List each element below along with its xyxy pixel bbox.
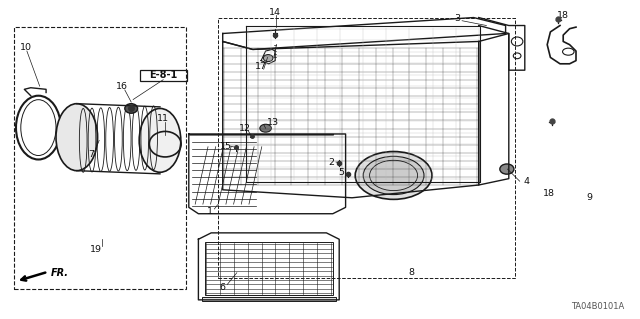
Text: 15: 15 (220, 142, 232, 151)
Text: 3: 3 (454, 14, 461, 23)
Text: 12: 12 (239, 124, 250, 133)
Ellipse shape (364, 156, 424, 195)
Ellipse shape (263, 55, 273, 62)
Text: 14: 14 (269, 8, 281, 17)
Text: 19: 19 (90, 245, 102, 254)
Text: 1: 1 (207, 207, 213, 216)
Bar (218, 18, 515, 278)
Ellipse shape (140, 108, 181, 172)
Ellipse shape (355, 152, 432, 199)
Text: 4: 4 (524, 177, 529, 186)
Text: 16: 16 (116, 82, 127, 91)
Text: 8: 8 (408, 268, 414, 277)
Text: 2: 2 (328, 158, 335, 167)
Text: 10: 10 (20, 43, 31, 52)
Text: 11: 11 (157, 114, 169, 123)
Ellipse shape (56, 104, 98, 171)
Text: 5: 5 (338, 168, 344, 177)
Text: FR.: FR. (51, 268, 69, 278)
Text: 7: 7 (88, 150, 95, 159)
Ellipse shape (500, 164, 514, 174)
Bar (202, 297, 336, 301)
Text: TA04B0101A: TA04B0101A (571, 302, 624, 311)
Ellipse shape (260, 124, 271, 132)
Text: 17: 17 (255, 62, 267, 70)
Bar (14, 27, 186, 289)
Text: 18: 18 (557, 11, 569, 20)
Bar (205, 242, 333, 295)
Text: 9: 9 (586, 193, 593, 202)
Text: 18: 18 (543, 189, 555, 198)
Ellipse shape (125, 104, 138, 113)
Text: 6: 6 (220, 283, 226, 292)
Text: 13: 13 (267, 118, 279, 127)
Text: E-8-1: E-8-1 (149, 70, 177, 80)
